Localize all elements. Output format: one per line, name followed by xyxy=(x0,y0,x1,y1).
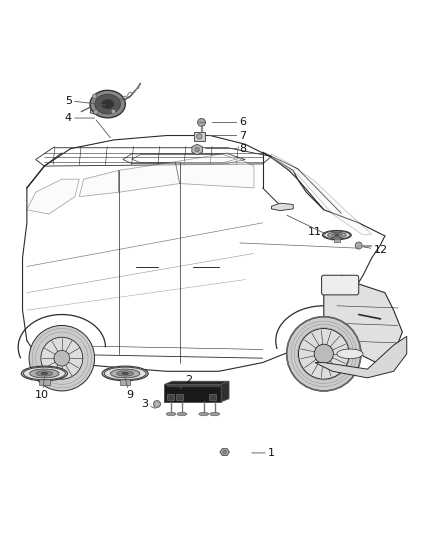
Ellipse shape xyxy=(335,235,339,236)
Text: 11: 11 xyxy=(308,227,332,240)
Text: 2: 2 xyxy=(180,375,192,389)
Circle shape xyxy=(223,450,226,454)
Text: 7: 7 xyxy=(208,131,247,141)
Ellipse shape xyxy=(21,366,67,381)
Text: 6: 6 xyxy=(212,117,247,127)
Polygon shape xyxy=(119,161,180,192)
Circle shape xyxy=(298,328,349,379)
Ellipse shape xyxy=(102,100,113,109)
Ellipse shape xyxy=(20,372,68,377)
Bar xyxy=(176,394,183,400)
Circle shape xyxy=(197,134,202,139)
Circle shape xyxy=(111,109,116,114)
Bar xyxy=(39,375,49,385)
Text: 8: 8 xyxy=(206,143,247,154)
Text: 9: 9 xyxy=(125,378,133,400)
Circle shape xyxy=(29,326,95,391)
Polygon shape xyxy=(175,153,254,188)
Circle shape xyxy=(41,337,83,379)
Polygon shape xyxy=(164,384,221,402)
Polygon shape xyxy=(27,179,79,214)
Circle shape xyxy=(314,344,333,364)
Circle shape xyxy=(355,242,362,249)
Ellipse shape xyxy=(322,234,352,237)
Circle shape xyxy=(92,94,97,99)
Polygon shape xyxy=(164,381,229,384)
Ellipse shape xyxy=(332,233,342,237)
Ellipse shape xyxy=(322,230,351,240)
Text: 1: 1 xyxy=(252,448,275,458)
Ellipse shape xyxy=(328,232,346,238)
Ellipse shape xyxy=(95,94,120,114)
Bar xyxy=(120,375,131,385)
Ellipse shape xyxy=(90,90,125,118)
Text: 12: 12 xyxy=(363,245,388,255)
Text: 3: 3 xyxy=(141,399,155,409)
Ellipse shape xyxy=(36,371,53,376)
Bar xyxy=(194,132,205,141)
Ellipse shape xyxy=(110,369,140,378)
Text: 10: 10 xyxy=(35,378,49,400)
Ellipse shape xyxy=(102,366,148,381)
Circle shape xyxy=(198,118,205,126)
Bar xyxy=(334,236,340,243)
Ellipse shape xyxy=(104,367,146,379)
Circle shape xyxy=(94,110,98,114)
Ellipse shape xyxy=(30,369,59,378)
Polygon shape xyxy=(324,275,403,362)
Circle shape xyxy=(54,350,70,366)
Polygon shape xyxy=(272,154,372,235)
Circle shape xyxy=(287,317,361,391)
Ellipse shape xyxy=(210,413,219,416)
FancyBboxPatch shape xyxy=(321,275,359,295)
Text: 4: 4 xyxy=(65,113,95,123)
Polygon shape xyxy=(220,449,230,456)
Polygon shape xyxy=(79,171,119,197)
Polygon shape xyxy=(272,203,293,211)
Polygon shape xyxy=(192,144,202,155)
Bar xyxy=(167,394,174,400)
Ellipse shape xyxy=(101,372,149,377)
Bar xyxy=(209,394,216,400)
Circle shape xyxy=(153,400,160,408)
Ellipse shape xyxy=(324,231,350,239)
Ellipse shape xyxy=(117,371,134,376)
Ellipse shape xyxy=(41,373,47,375)
Ellipse shape xyxy=(177,413,187,416)
Ellipse shape xyxy=(23,367,65,379)
Ellipse shape xyxy=(337,349,363,359)
Circle shape xyxy=(195,147,199,152)
Ellipse shape xyxy=(122,373,128,375)
Polygon shape xyxy=(90,94,117,115)
Polygon shape xyxy=(315,336,407,378)
Polygon shape xyxy=(221,381,229,402)
Ellipse shape xyxy=(199,413,208,416)
Text: 5: 5 xyxy=(65,95,106,106)
Ellipse shape xyxy=(166,413,176,416)
